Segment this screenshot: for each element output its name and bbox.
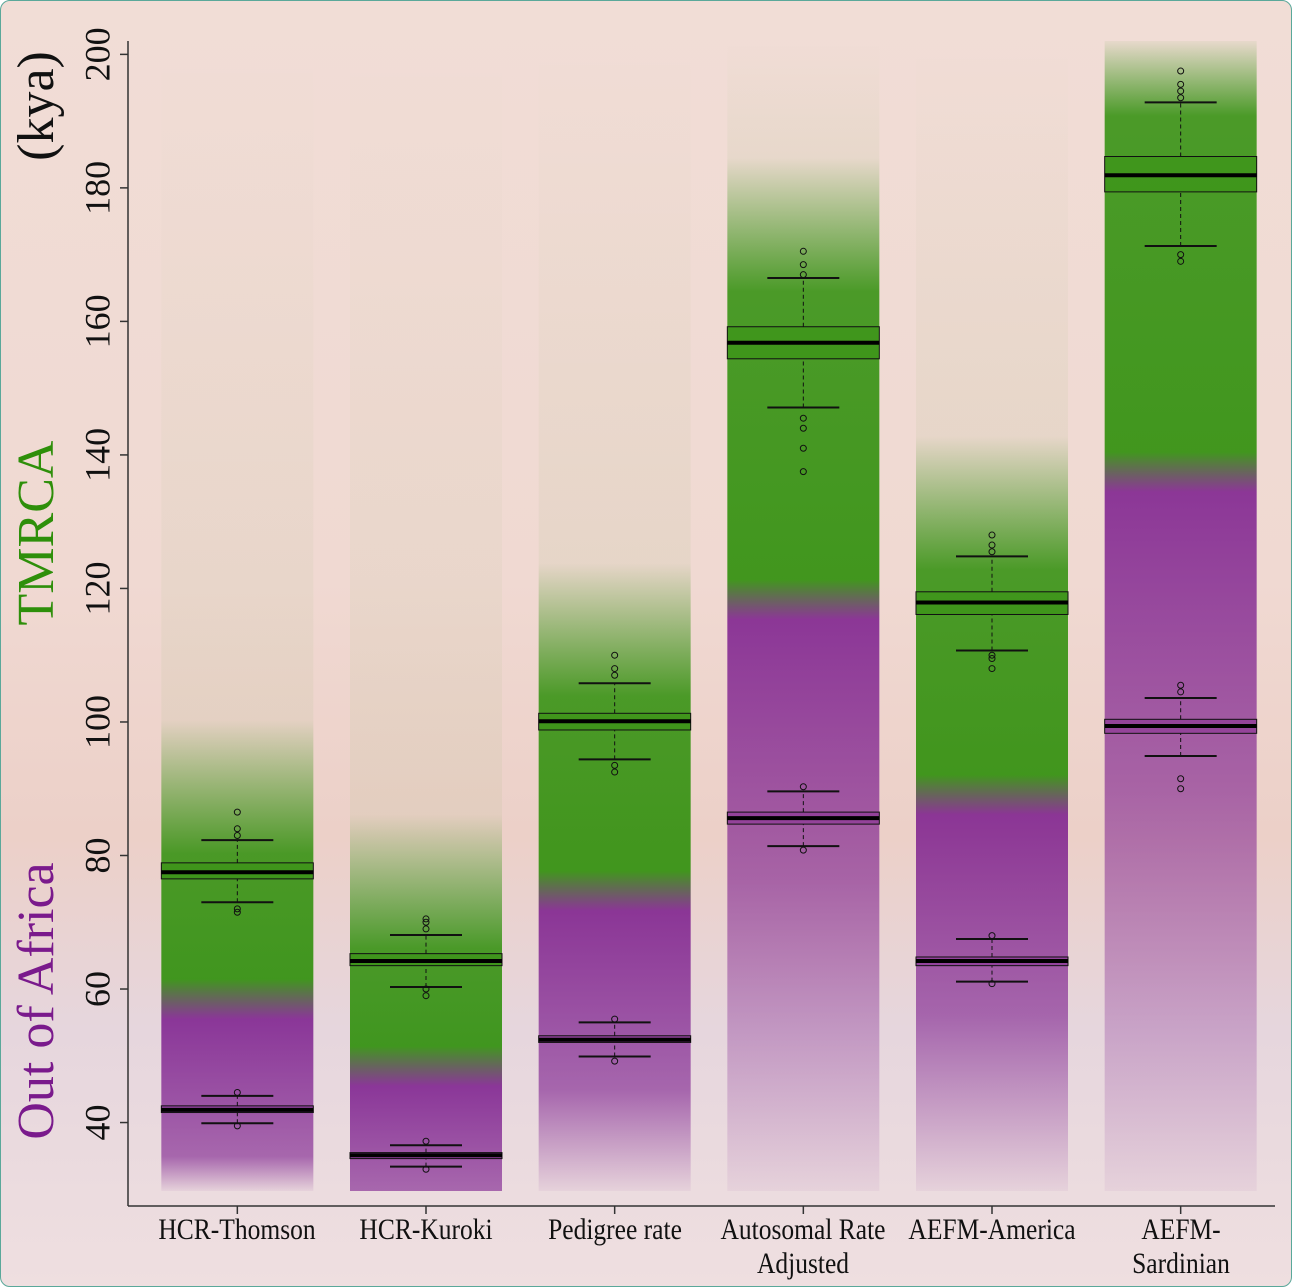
column-band (539, 41, 691, 1191)
column-band (161, 41, 313, 1191)
y-axis-label-part: Out of Africa (8, 862, 65, 1139)
y-axis-label: (kya) (8, 51, 65, 161)
x-tick-label: Pedigree rate (530, 1213, 700, 1247)
y-tick-label: 60 (77, 971, 117, 1007)
plot: (kya) 40 60 80 100 120 140 160 180 200 Out of Afr… (1, 1, 1292, 1287)
column-band (350, 41, 502, 1191)
x-tick-label: AEFM-America (907, 1213, 1077, 1247)
column-band (1105, 41, 1257, 1191)
x-tick-label: Autosomal Rate Adjusted (718, 1213, 888, 1281)
y-tick-label: 80 (77, 837, 117, 873)
y-tick-label: 100 (77, 695, 117, 749)
y-tick-label: 180 (77, 161, 117, 215)
x-tick-label: HCR-Thomson (152, 1213, 322, 1247)
column-band (727, 41, 879, 1191)
y-tick-label: 140 (77, 428, 117, 482)
x-tick-label: HCR-Kuroki (341, 1213, 511, 1247)
column-band (916, 41, 1068, 1191)
y-tick-label: 120 (77, 561, 117, 615)
y-tick-label: 160 (77, 294, 117, 348)
y-tick-label: 40 (77, 1105, 117, 1141)
x-tick-label: AEFM-Sardinian (1096, 1213, 1266, 1281)
chart: (kya) 40 60 80 100 120 140 160 180 200 Out of Afr… (0, 0, 1292, 1287)
y-axis-label-part: TMRCA (8, 440, 65, 625)
y-tick-label: 200 (77, 27, 117, 81)
